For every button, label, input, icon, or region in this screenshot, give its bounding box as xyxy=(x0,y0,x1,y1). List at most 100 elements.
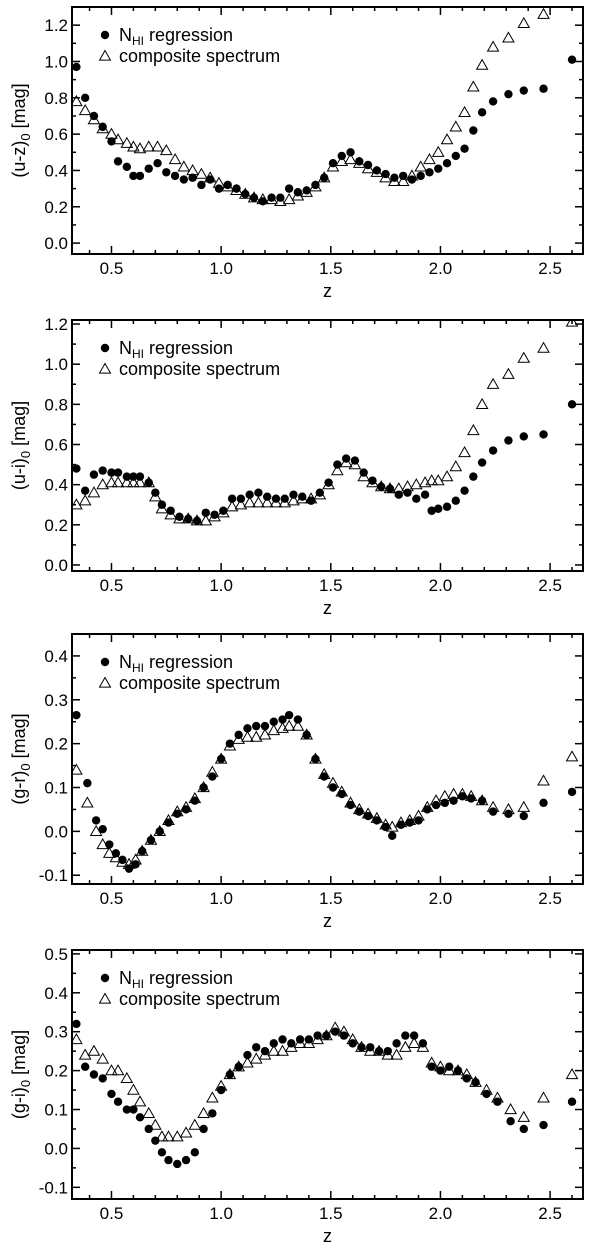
composite-spectrum-point xyxy=(241,730,254,742)
composite-spectrum-point xyxy=(276,721,289,733)
composite-spectrum-point xyxy=(96,838,110,850)
composite-spectrum-point xyxy=(72,763,83,775)
composite-spectrum-point xyxy=(135,844,149,856)
y-axis-label: (g-r)0 [mag] xyxy=(9,713,33,804)
composite-spectrum-point xyxy=(486,40,500,52)
nhi-regression-point xyxy=(434,504,443,513)
composite-spectrum-point xyxy=(440,470,454,482)
nhi-regression-point xyxy=(298,492,307,501)
y-tick-label: 1.0 xyxy=(44,52,68,71)
composite-spectrum-point xyxy=(502,802,515,815)
nhi-regression-point xyxy=(98,824,107,834)
composite-spectrum-point xyxy=(238,187,252,199)
composite-spectrum-point xyxy=(111,476,125,488)
composite-spectrum-point xyxy=(442,1064,456,1076)
composite-spectrum-point xyxy=(293,1036,307,1048)
x-tick-label: 1.5 xyxy=(319,889,343,908)
x-tick-label: 0.5 xyxy=(100,259,124,278)
nhi-regression-point xyxy=(89,1070,99,1079)
nhi-regression-point xyxy=(420,490,430,499)
y-tick-label: 0.2 xyxy=(44,1062,68,1081)
nhi-regression-point xyxy=(72,1019,81,1029)
composite-spectrum-point xyxy=(105,1064,118,1076)
nhi-regression-point xyxy=(519,1124,528,1134)
composite-spectrum-point xyxy=(344,153,357,165)
nhi-regression-point xyxy=(164,1155,173,1165)
composite-spectrum-point xyxy=(385,820,399,832)
nhi-regression-point xyxy=(199,1124,208,1134)
nhi-regression-point xyxy=(188,173,197,182)
composite-spectrum-point xyxy=(475,397,489,409)
nhi-regression-point xyxy=(434,164,443,173)
legend-marker-nhi xyxy=(100,973,110,983)
y-tick-label: 0.0 xyxy=(44,234,68,253)
composite-spectrum-point xyxy=(179,800,193,812)
composite-spectrum-point xyxy=(260,496,274,508)
data-layer xyxy=(72,320,579,526)
chart-panel-4: 0.5 1.0 1.5 2.0 2.5 -0.1 0.0 0.1 0.2 0.3 0.4 0.5 z (g… xyxy=(9,945,584,1246)
nhi-regression-point xyxy=(72,710,81,720)
composite-spectrum-point xyxy=(466,423,480,436)
composite-spectrum-point xyxy=(317,767,331,779)
composite-spectrum-point xyxy=(517,1110,531,1122)
x-axis-label: z xyxy=(323,1226,332,1246)
y-tick-label: 0.0 xyxy=(44,822,68,841)
nhi-regression-point xyxy=(442,158,452,168)
data-layer xyxy=(72,710,579,873)
composite-spectrum-point xyxy=(155,1130,169,1142)
nhi-regression-point xyxy=(269,1039,278,1048)
composite-spectrum-point xyxy=(414,160,428,172)
nhi-regression-point xyxy=(232,184,241,193)
nhi-regression-point xyxy=(252,721,261,731)
y-tick-label: 0.6 xyxy=(44,435,68,454)
x-axis-label: z xyxy=(323,281,332,301)
composite-spectrum-point xyxy=(203,171,217,183)
nhi-regression-point xyxy=(98,1074,107,1083)
composite-spectrum-point xyxy=(449,460,463,472)
composite-spectrum-point xyxy=(142,140,156,152)
composite-spectrum-point xyxy=(162,813,175,826)
composite-spectrum-point xyxy=(269,496,283,508)
nhi-regression-point xyxy=(243,724,252,733)
legend-marker-composite xyxy=(98,676,112,688)
nhi-regression-point xyxy=(278,715,287,724)
composite-spectrum-point xyxy=(328,1021,342,1033)
nhi-regression-point xyxy=(113,157,123,166)
nhi-regression-point xyxy=(488,446,498,455)
nhi-regression-point xyxy=(80,1062,90,1071)
legend-marker-nhi xyxy=(100,30,110,40)
composite-spectrum-point xyxy=(502,367,515,379)
x-tick-label: 2.5 xyxy=(538,576,562,595)
composite-spectrum-point xyxy=(133,1095,147,1107)
composite-spectrum-point xyxy=(256,193,270,205)
nhi-regression-point xyxy=(72,464,81,473)
nhi-regression-point xyxy=(179,175,189,184)
legend-marker-composite xyxy=(98,362,112,374)
nhi-regression-point xyxy=(267,193,276,202)
composite-spectrum-point xyxy=(335,785,349,797)
composite-spectrum-point xyxy=(326,776,340,788)
legend-label-nhi: NHI regression xyxy=(119,25,233,48)
composite-spectrum-point xyxy=(223,739,237,751)
x-tick-label: 1.5 xyxy=(319,1204,343,1223)
composite-spectrum-point xyxy=(440,133,454,145)
composite-spectrum-point xyxy=(258,1048,272,1060)
nhi-regression-point xyxy=(98,122,107,132)
nhi-regression-point xyxy=(278,1035,287,1044)
nhi-regression-point xyxy=(219,506,228,515)
composite-spectrum-point xyxy=(396,174,410,186)
composite-spectrum-point xyxy=(431,145,445,157)
composite-spectrum-point xyxy=(127,476,140,488)
composite-spectrum-point xyxy=(278,496,292,508)
y-tick-label: 0.2 xyxy=(44,198,68,217)
nhi-regression-point xyxy=(469,472,478,481)
composite-spectrum-point xyxy=(388,174,401,186)
composite-spectrum-point xyxy=(265,193,278,205)
nhi-regression-point xyxy=(392,1039,401,1048)
nhi-regression-point xyxy=(284,184,294,193)
composite-spectrum-point xyxy=(197,781,210,793)
nhi-regression-point xyxy=(539,430,548,439)
y-tick-label: 0.6 xyxy=(44,125,68,144)
